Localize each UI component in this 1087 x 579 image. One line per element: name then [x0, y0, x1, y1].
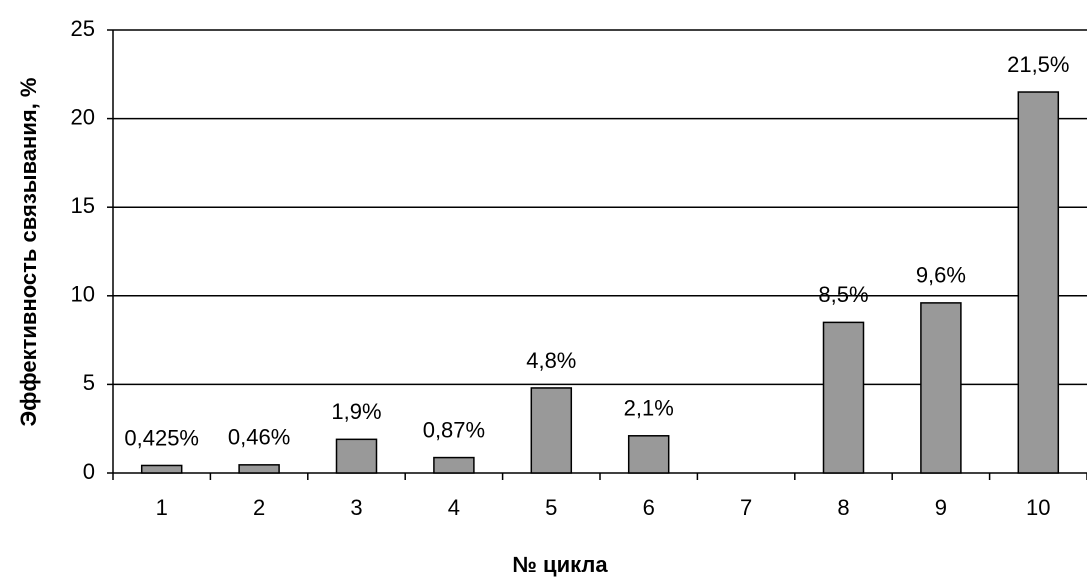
- bar: [822, 321, 865, 474]
- bar: [1017, 91, 1060, 474]
- x-tick-label: 3: [350, 495, 362, 520]
- x-tick-label: 2: [253, 495, 265, 520]
- data-label: 21,5%: [1007, 52, 1069, 77]
- data-label: 0,46%: [228, 425, 290, 450]
- data-label: 4,8%: [526, 348, 576, 373]
- bar: [140, 464, 183, 474]
- x-axis-title: № цикла: [512, 552, 608, 577]
- y-tick-label: 15: [71, 193, 95, 218]
- data-label: 2,1%: [624, 396, 674, 421]
- data-label: 9,6%: [916, 263, 966, 288]
- bar: [627, 435, 670, 474]
- x-tick-label: 1: [156, 495, 168, 520]
- y-tick-label: 5: [83, 370, 95, 395]
- y-tick-label: 25: [71, 16, 95, 41]
- y-axis-title: Эффективность связывания, %: [16, 78, 41, 427]
- y-tick-label: 0: [83, 459, 95, 484]
- bar: [335, 438, 378, 474]
- x-tick-label: 9: [935, 495, 947, 520]
- x-tick-label: 10: [1026, 495, 1050, 520]
- x-tick-label: 6: [643, 495, 655, 520]
- bar: [530, 387, 573, 474]
- x-tick-label: 7: [740, 495, 752, 520]
- data-label: 1,9%: [331, 399, 381, 424]
- data-label: 0,425%: [124, 425, 199, 450]
- bar: [433, 456, 475, 474]
- bar: [920, 302, 962, 474]
- x-tick-label: 5: [545, 495, 557, 520]
- data-label: 8,5%: [818, 282, 868, 307]
- data-label: 0,87%: [423, 417, 485, 442]
- x-tick-label: 4: [448, 495, 460, 520]
- y-tick-label: 20: [71, 104, 95, 129]
- x-tick-label: 8: [837, 495, 849, 520]
- bar: [238, 464, 280, 474]
- y-tick-label: 10: [71, 282, 95, 307]
